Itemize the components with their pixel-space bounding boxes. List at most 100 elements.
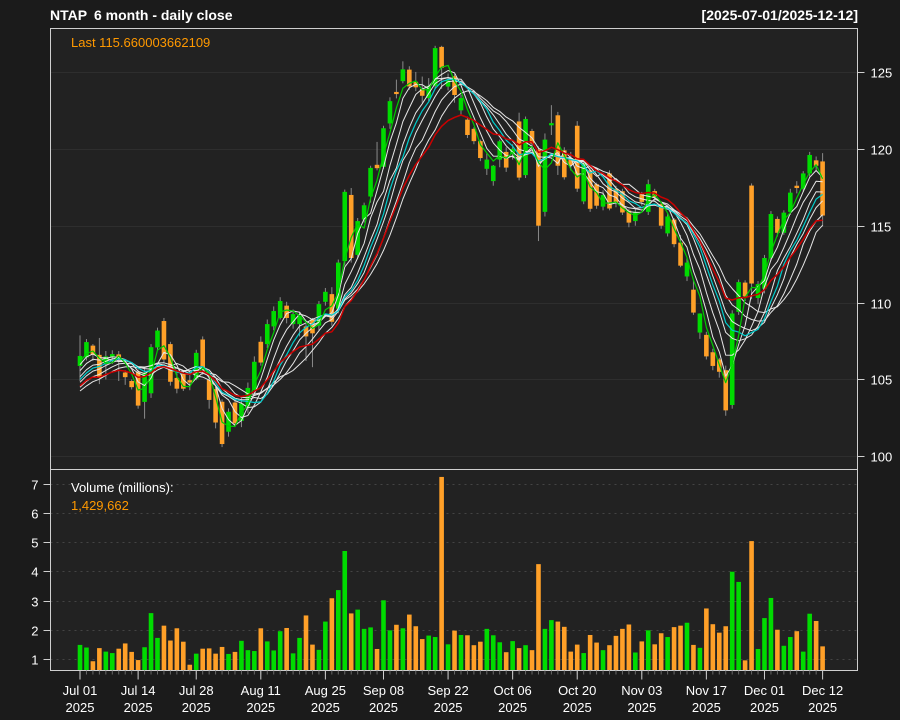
volume-bar[interactable] (232, 651, 238, 670)
volume-bar[interactable] (490, 635, 496, 670)
candle[interactable] (736, 282, 741, 312)
volume-bar[interactable] (503, 652, 509, 670)
volume-bar[interactable] (742, 660, 748, 670)
volume-bar[interactable] (368, 627, 373, 670)
volume-bar[interactable] (652, 644, 658, 670)
volume-bar[interactable] (239, 640, 244, 670)
volume-bar[interactable] (775, 629, 780, 670)
candle[interactable] (613, 188, 619, 203)
candle[interactable] (400, 69, 406, 82)
volume-bar[interactable] (820, 646, 825, 670)
volume-bar[interactable] (252, 651, 257, 670)
candle[interactable] (645, 184, 651, 212)
candle[interactable] (587, 170, 593, 209)
candle[interactable] (678, 242, 683, 266)
candle[interactable] (284, 305, 289, 318)
volume-bar[interactable] (342, 551, 348, 670)
volume-bar[interactable] (736, 581, 741, 670)
volume-bar[interactable] (626, 624, 632, 670)
candle[interactable] (749, 185, 754, 284)
volume-bar[interactable] (303, 615, 309, 670)
volume-bar[interactable] (206, 648, 212, 670)
candle[interactable] (639, 194, 645, 202)
volume-bar[interactable] (187, 664, 193, 670)
candle[interactable] (523, 118, 528, 176)
volume-bar[interactable] (200, 648, 205, 670)
volume-bar[interactable] (697, 647, 703, 670)
candle[interactable] (426, 85, 431, 99)
candle[interactable] (684, 262, 690, 277)
candle[interactable] (277, 301, 283, 318)
candle[interactable] (90, 345, 96, 355)
volume-bar[interactable] (465, 635, 470, 670)
candle[interactable] (788, 192, 793, 212)
volume-bar[interactable] (762, 618, 767, 670)
volume-bar[interactable] (781, 645, 787, 670)
volume-bar[interactable] (458, 634, 464, 670)
candle[interactable] (387, 101, 393, 124)
candle[interactable] (342, 191, 348, 262)
candle[interactable] (335, 262, 341, 309)
volume-bars[interactable] (77, 476, 825, 670)
volume-bar[interactable] (413, 626, 419, 670)
volume-bar[interactable] (348, 613, 354, 670)
volume-bar[interactable] (400, 628, 406, 670)
volume-bar[interactable] (432, 637, 438, 670)
candle[interactable] (820, 161, 825, 216)
candle[interactable] (206, 379, 212, 400)
volume-bar[interactable] (310, 644, 315, 670)
volume-bar[interactable] (355, 609, 360, 670)
volume-bar[interactable] (419, 639, 425, 670)
candle[interactable] (445, 80, 451, 87)
volume-bar[interactable] (510, 641, 515, 670)
volume-bar[interactable] (122, 643, 128, 670)
volume-bar[interactable] (168, 640, 173, 670)
candle[interactable] (671, 219, 677, 245)
volume-bar[interactable] (536, 564, 541, 670)
volume-bar[interactable] (148, 613, 154, 670)
volume-bar[interactable] (671, 627, 677, 670)
volume-bar[interactable] (788, 637, 793, 670)
volume-bar[interactable] (704, 608, 709, 670)
volume-bar[interactable] (749, 541, 754, 670)
candle[interactable] (181, 373, 186, 389)
volume-bar[interactable] (284, 627, 289, 670)
volume-bar[interactable] (245, 650, 251, 670)
candle[interactable] (626, 210, 632, 223)
candle[interactable] (658, 204, 664, 226)
volume-bar[interactable] (374, 648, 380, 670)
candle[interactable] (226, 411, 231, 432)
volume-bar[interactable] (568, 651, 574, 670)
volume-bar[interactable] (549, 620, 554, 670)
volume-bar[interactable] (684, 622, 690, 670)
volume-bar[interactable] (407, 614, 412, 670)
candle[interactable] (432, 48, 438, 86)
candle[interactable] (704, 334, 709, 357)
candle[interactable] (458, 98, 464, 111)
candle[interactable] (503, 151, 509, 168)
volume-bar[interactable] (84, 647, 89, 670)
candle[interactable] (303, 326, 309, 337)
candle[interactable] (452, 76, 457, 96)
candle[interactable] (710, 352, 716, 366)
candle[interactable] (697, 313, 703, 333)
volume-bar[interactable] (716, 632, 722, 670)
candle[interactable] (529, 130, 535, 144)
candle[interactable] (316, 304, 322, 326)
volume-bar[interactable] (639, 641, 645, 670)
volume-bar[interactable] (607, 645, 612, 670)
candle[interactable] (800, 173, 806, 189)
volume-bar[interactable] (594, 642, 599, 670)
candle[interactable] (219, 401, 225, 445)
candle[interactable] (775, 218, 780, 233)
volume-bar[interactable] (155, 637, 160, 670)
volume-bar[interactable] (277, 631, 283, 670)
candle[interactable] (665, 216, 670, 234)
candle[interactable] (729, 313, 735, 405)
candle[interactable] (355, 221, 360, 255)
volume-bar[interactable] (258, 628, 264, 670)
candle[interactable] (490, 165, 496, 182)
candle[interactable] (536, 149, 541, 226)
candle[interactable] (200, 339, 205, 368)
volume-bar[interactable] (323, 621, 328, 670)
